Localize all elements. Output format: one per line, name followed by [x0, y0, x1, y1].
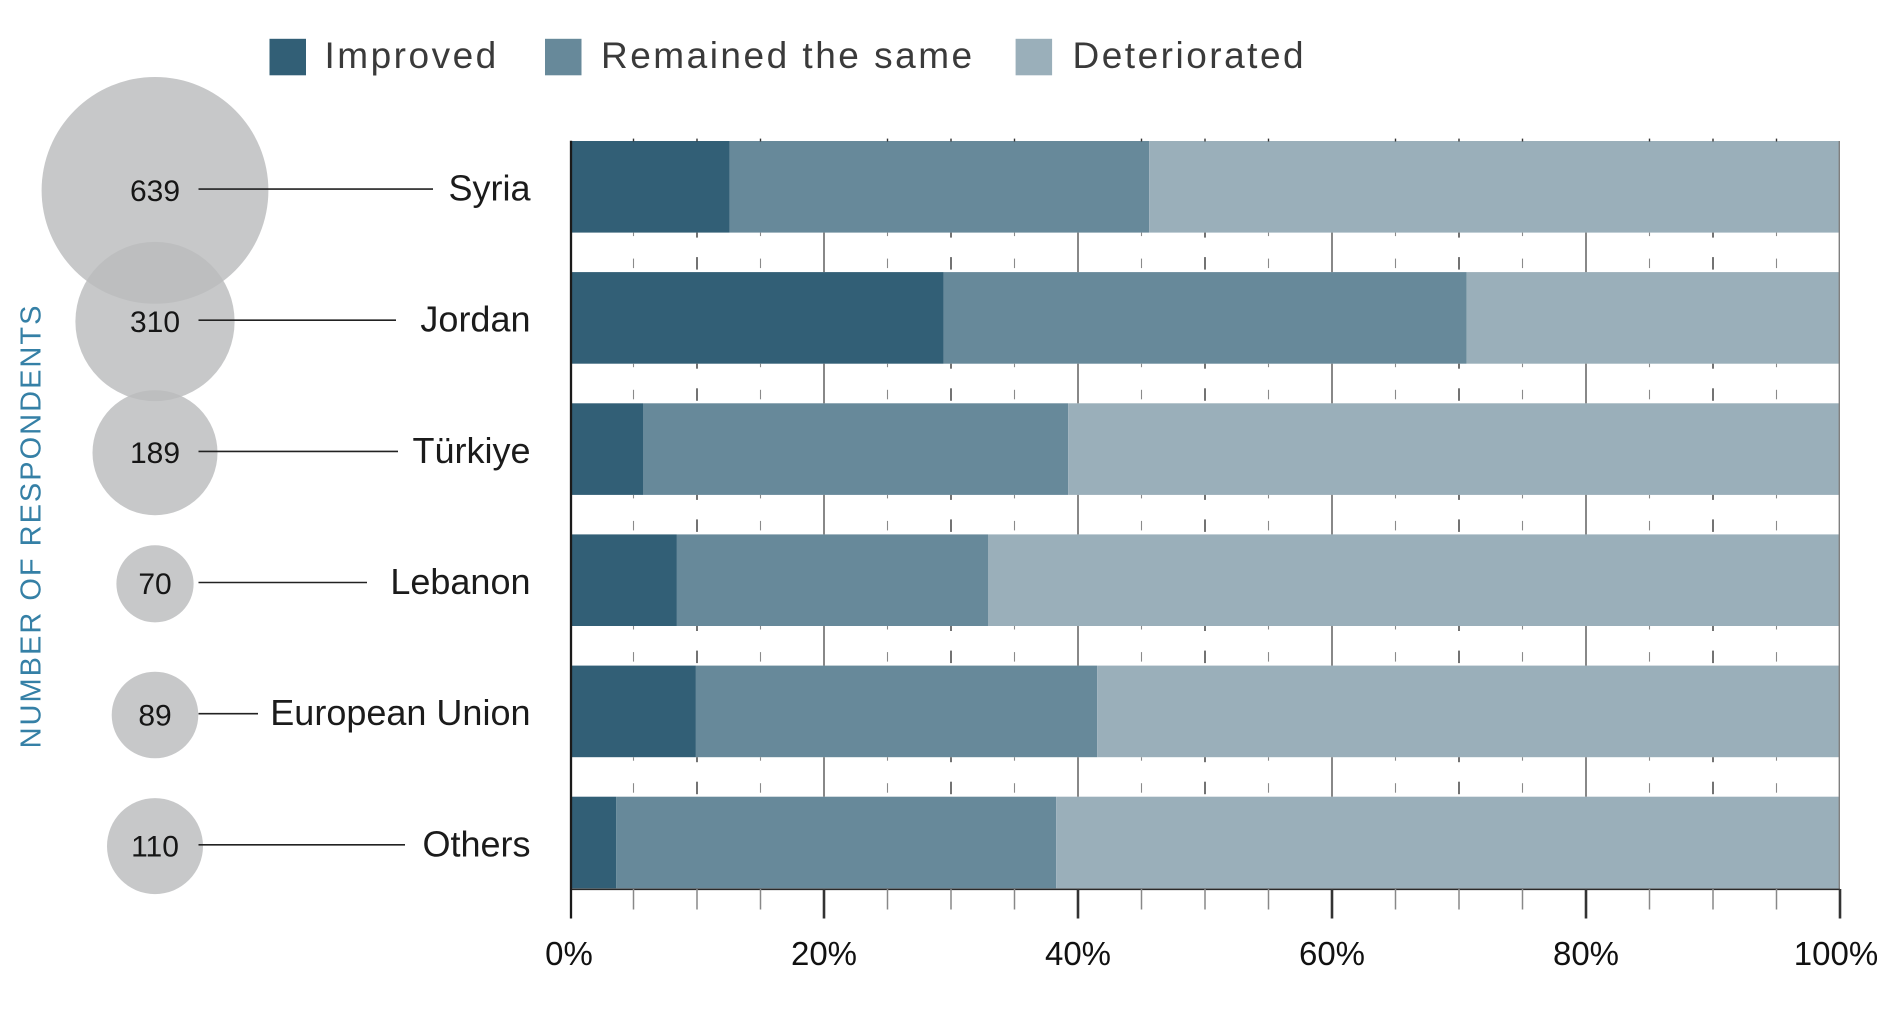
- svg-text:80%: 80%: [1553, 935, 1619, 972]
- svg-text:100%: 100%: [1794, 935, 1878, 972]
- svg-text:Others: Others: [422, 823, 530, 864]
- svg-text:Jordan: Jordan: [420, 299, 530, 340]
- svg-text:89: 89: [138, 699, 171, 732]
- svg-text:40%: 40%: [1045, 935, 1111, 972]
- svg-text:60%: 60%: [1299, 935, 1365, 972]
- svg-text:Lebanon: Lebanon: [390, 561, 530, 602]
- svg-text:Syria: Syria: [448, 168, 531, 209]
- svg-text:310: 310: [130, 306, 180, 339]
- svg-text:NUMBER OF RESPONDENTS: NUMBER OF RESPONDENTS: [16, 304, 48, 749]
- svg-text:70: 70: [138, 568, 171, 601]
- svg-text:189: 189: [130, 437, 180, 470]
- svg-text:639: 639: [130, 175, 180, 208]
- svg-text:European Union: European Union: [270, 692, 530, 733]
- svg-text:Improved: Improved: [325, 35, 499, 76]
- svg-text:Deteriorated: Deteriorated: [1073, 35, 1307, 76]
- svg-text:Remained the same: Remained the same: [601, 35, 975, 76]
- svg-text:Türkiye: Türkiye: [412, 430, 530, 471]
- svg-text:110: 110: [131, 831, 179, 864]
- svg-text:20%: 20%: [791, 935, 857, 972]
- svg-text:0%: 0%: [545, 935, 593, 972]
